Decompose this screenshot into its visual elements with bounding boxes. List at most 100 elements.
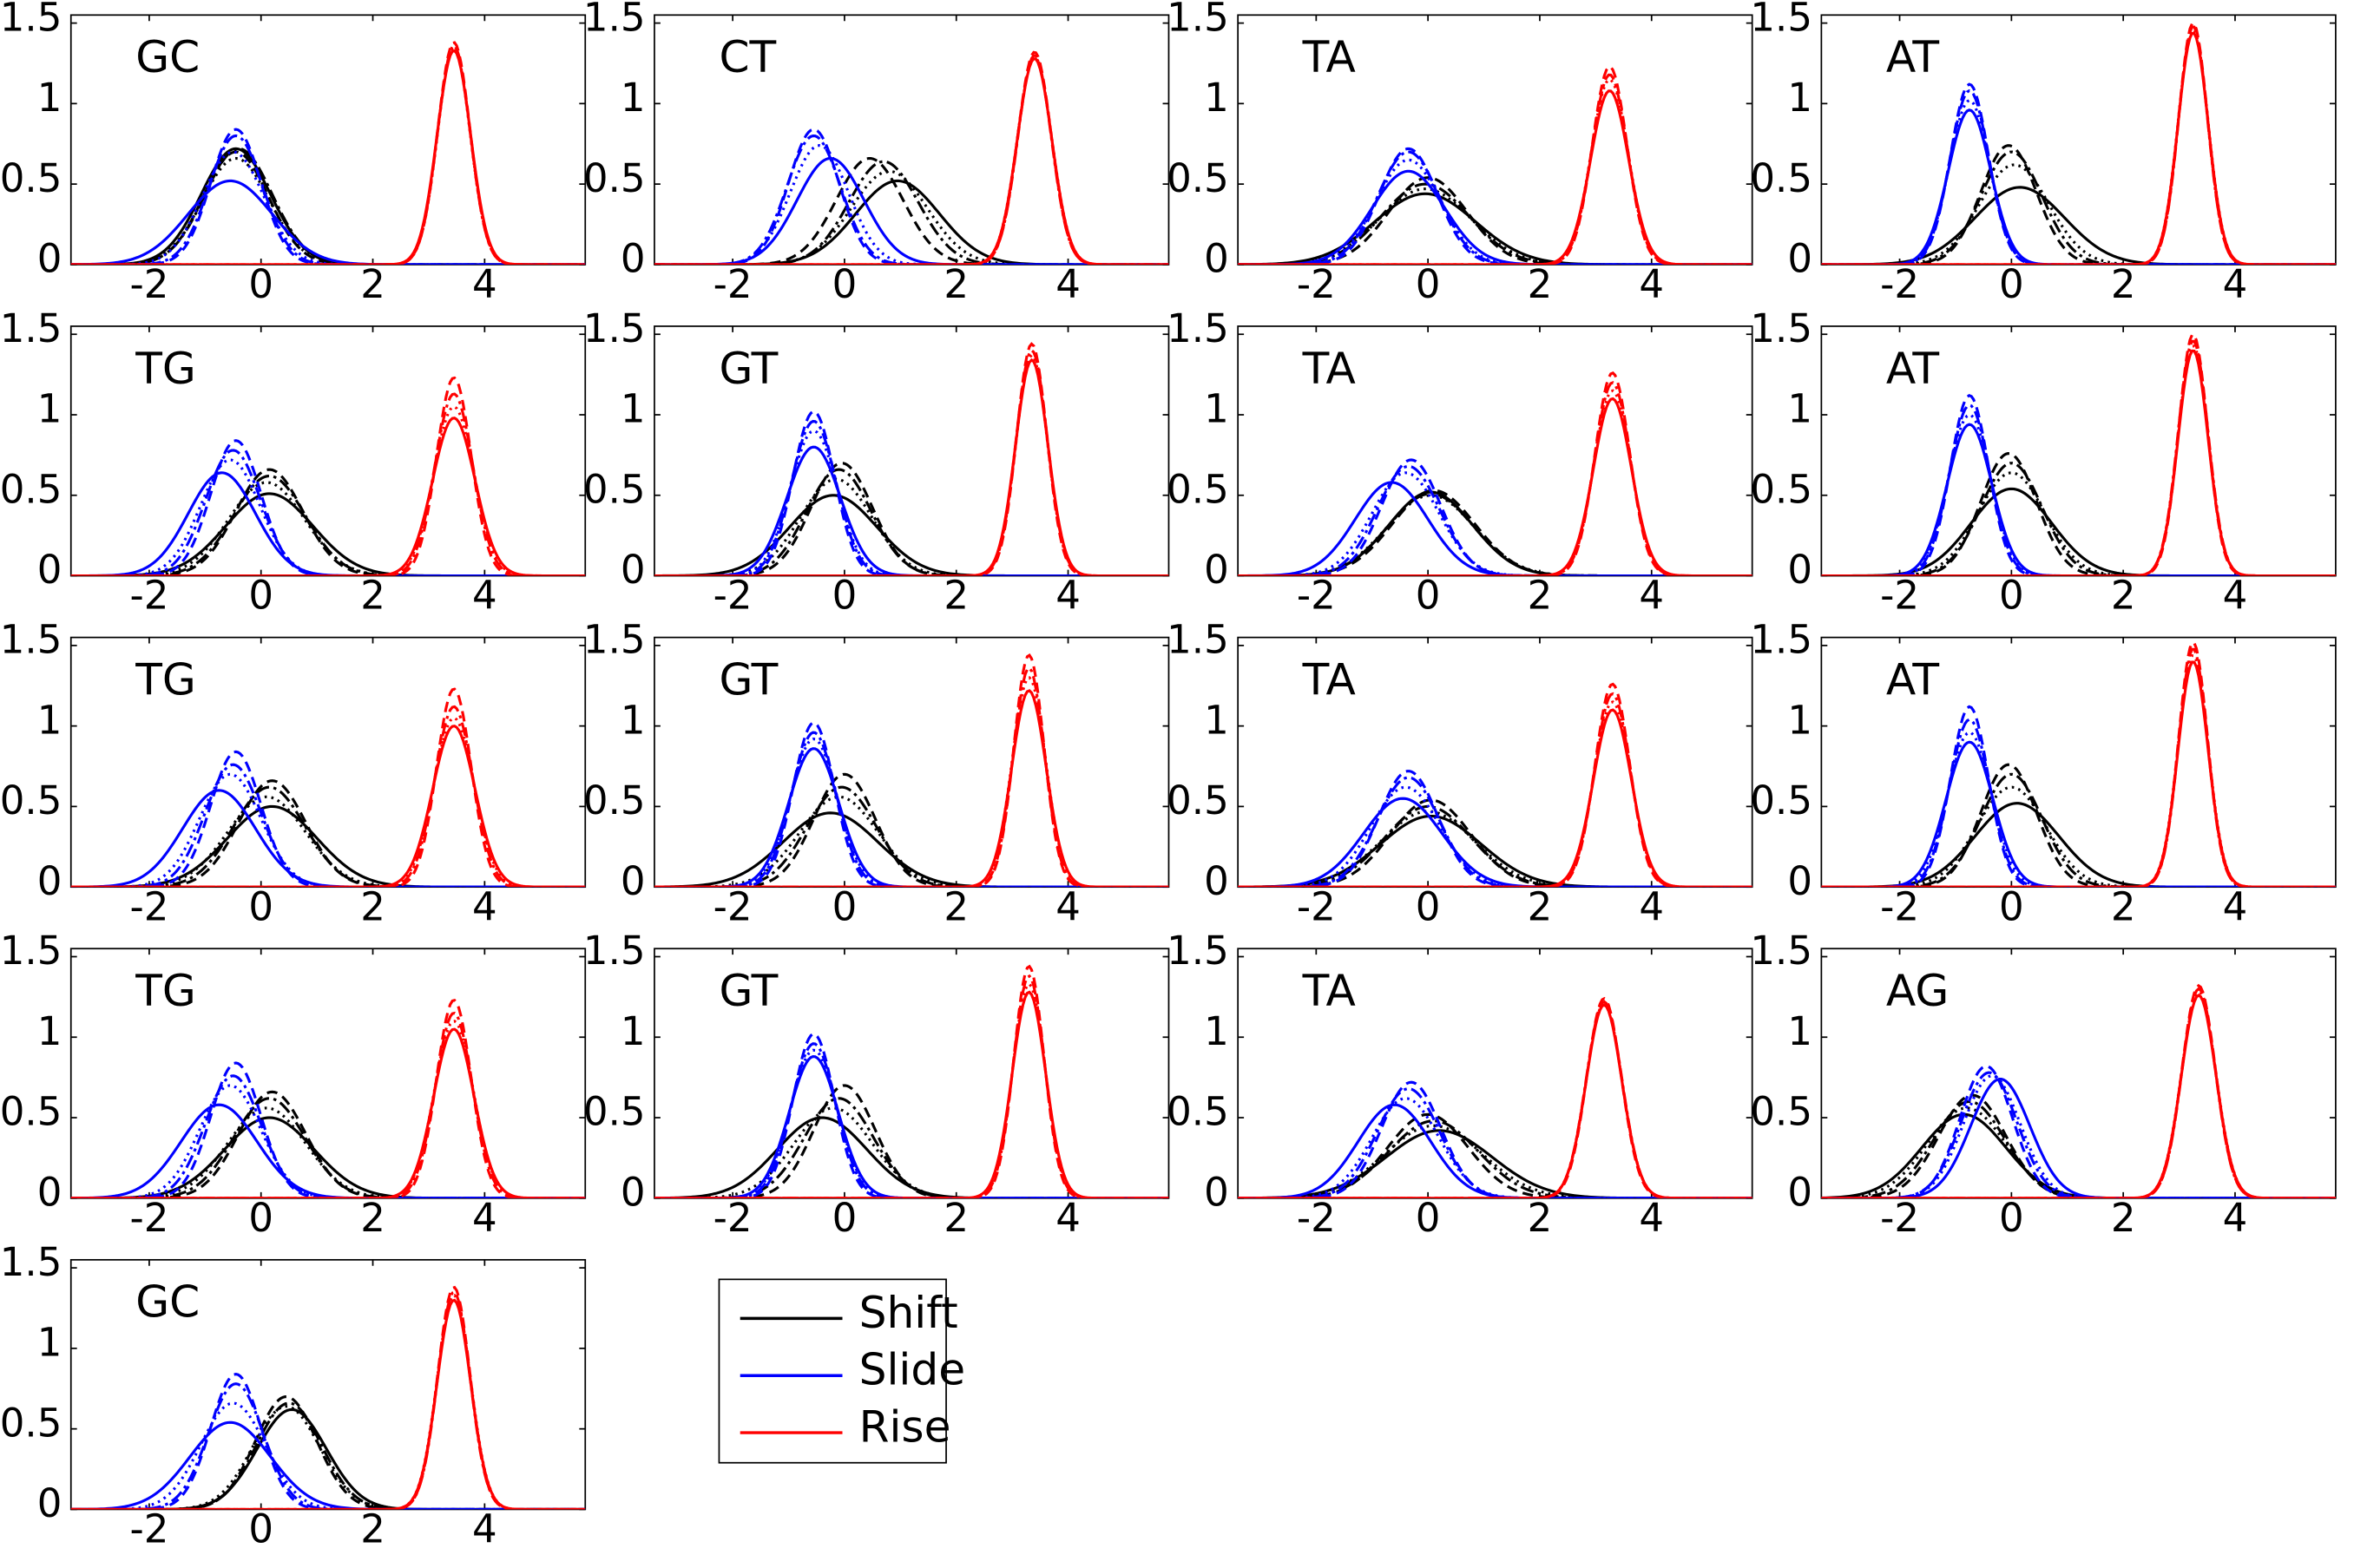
x-tick-label: -2: [1880, 573, 1919, 619]
y-tick-label: 0: [1787, 1169, 1812, 1215]
y-tick-label: 1: [1204, 1008, 1229, 1054]
y-tick-label: 1.5: [1750, 305, 1812, 351]
curve-rise-3: [1821, 654, 2336, 888]
curve-shift-2: [70, 147, 586, 265]
y-tick-label: 0.5: [1750, 777, 1812, 823]
curve-shift-0: [654, 494, 1169, 576]
y-tick-label: 0: [37, 236, 62, 282]
x-tick-label: -2: [1880, 883, 1919, 929]
x-tick-label: 2: [944, 883, 969, 929]
x-tick-label: 0: [1416, 573, 1441, 619]
curve-shift-0: [1238, 814, 1752, 888]
curve-slide-0: [1238, 797, 1752, 888]
y-tick-label: 1.5: [0, 305, 62, 351]
curve-rise-3: [70, 45, 586, 265]
y-tick-label: 0.5: [1750, 1089, 1812, 1135]
curve-rise-2: [70, 1290, 586, 1510]
panel-ag-15: -2 0 2 4 0 0.5 1 1.5 AG: [1750, 928, 2337, 1241]
panel-step-label: TA: [1302, 653, 1356, 705]
x-tick-label: 4: [2223, 1195, 2248, 1241]
curve-rise-2: [70, 392, 586, 576]
y-tick-label: 0: [1204, 858, 1229, 904]
y-tick-label: 0.5: [583, 777, 646, 823]
y-tick-label: 1: [1204, 697, 1229, 743]
curve-rise-1: [70, 376, 586, 576]
legend-label-slide: Slide: [859, 1344, 966, 1395]
y-tick-label: 1.5: [583, 305, 646, 351]
y-tick-label: 1.5: [0, 1239, 62, 1285]
panel-ta-10: -2 0 2 4 0 0.5 1 1.5 TA: [1167, 617, 1753, 929]
y-tick-label: 0: [1204, 547, 1229, 593]
panel-ta-2: -2 0 2 4 0 0.5 1 1.5 TA: [1167, 0, 1753, 307]
x-tick-label: 0: [248, 1506, 273, 1552]
x-tick-label: -2: [713, 573, 753, 619]
curve-slide-2: [1238, 464, 1752, 576]
y-tick-label: 0: [37, 858, 62, 904]
y-tick-label: 1: [1787, 1008, 1812, 1054]
curve-shift-0: [654, 1116, 1169, 1198]
x-tick-label: 0: [1999, 1195, 2024, 1241]
curve-rise-2: [1238, 381, 1752, 576]
y-tick-label: 1.5: [1167, 0, 1229, 40]
curve-slide-0: [1238, 169, 1752, 265]
x-tick-label: 0: [248, 883, 273, 929]
x-tick-label: 2: [360, 883, 385, 929]
panel-at-7: -2 0 2 4 0 0.5 1 1.5 AT: [1750, 305, 2337, 619]
x-tick-label: -2: [1880, 261, 1919, 307]
y-tick-label: 1: [621, 1008, 646, 1054]
x-tick-label: 2: [2111, 883, 2136, 929]
x-tick-label: 4: [2223, 261, 2248, 307]
panel-gt-5: -2 0 2 4 0 0.5 1 1.5 GT: [583, 305, 1170, 619]
x-tick-label: 0: [248, 1195, 273, 1241]
y-tick-label: 0: [621, 1169, 646, 1215]
y-tick-label: 0: [1787, 858, 1812, 904]
panel-step-label: TA: [1302, 31, 1356, 82]
legend: Shift Slide Rise: [718, 1278, 966, 1464]
panel-step-label: TA: [1302, 343, 1356, 394]
x-tick-label: -2: [713, 1195, 753, 1241]
panel-gt-9: -2 0 2 4 0 0.5 1 1.5 GT: [583, 617, 1170, 929]
y-tick-label: 0: [1787, 236, 1812, 282]
x-tick-label: 4: [2223, 883, 2248, 929]
y-tick-label: 0: [621, 858, 646, 904]
curve-shift-3: [1238, 494, 1752, 576]
curve-rise-0: [70, 725, 586, 888]
curve-slide-0: [70, 1420, 586, 1510]
y-tick-label: 0.5: [1167, 777, 1229, 823]
x-tick-label: 0: [1416, 883, 1441, 929]
curve-rise-2: [654, 666, 1169, 888]
panel-at-11: -2 0 2 4 0 0.5 1 1.5 AT: [1750, 617, 2337, 929]
x-tick-label: -2: [1297, 1195, 1336, 1241]
x-tick-label: 2: [1528, 261, 1553, 307]
x-tick-label: -2: [129, 573, 168, 619]
x-tick-label: 2: [360, 573, 385, 619]
y-tick-label: 0.5: [0, 1089, 62, 1135]
y-tick-label: 1: [1787, 75, 1812, 121]
y-tick-label: 1.5: [1750, 617, 1812, 663]
panel-step-label: GC: [135, 1276, 200, 1328]
y-tick-label: 0: [1204, 236, 1229, 282]
x-tick-label: 0: [248, 573, 273, 619]
x-tick-label: -2: [1297, 261, 1336, 307]
x-tick-label: 2: [944, 261, 969, 307]
x-tick-label: 4: [1055, 1195, 1081, 1241]
panel-gt-13: -2 0 2 4 0 0.5 1 1.5 GT: [583, 928, 1170, 1241]
curve-rise-0: [70, 417, 586, 576]
curve-rise-0: [70, 1027, 586, 1198]
y-tick-label: 0.5: [1167, 466, 1229, 512]
x-tick-label: 4: [1639, 573, 1664, 619]
curve-rise-2: [654, 54, 1169, 265]
x-tick-label: 4: [1055, 261, 1081, 307]
panel-ct-1: -2 0 2 4 0 0.5 1 1.5 CT: [583, 0, 1170, 307]
y-tick-label: 1.5: [583, 928, 646, 974]
panel-step-label: TG: [135, 343, 196, 394]
panel-step-label: AT: [1886, 343, 1939, 394]
x-tick-label: 0: [832, 1195, 858, 1241]
x-tick-label: 4: [472, 1195, 497, 1241]
x-tick-label: 0: [1999, 883, 2024, 929]
x-tick-label: -2: [129, 1506, 168, 1552]
y-tick-label: 1: [37, 697, 62, 743]
y-tick-label: 0: [1787, 547, 1812, 593]
x-tick-label: 4: [1055, 573, 1081, 619]
